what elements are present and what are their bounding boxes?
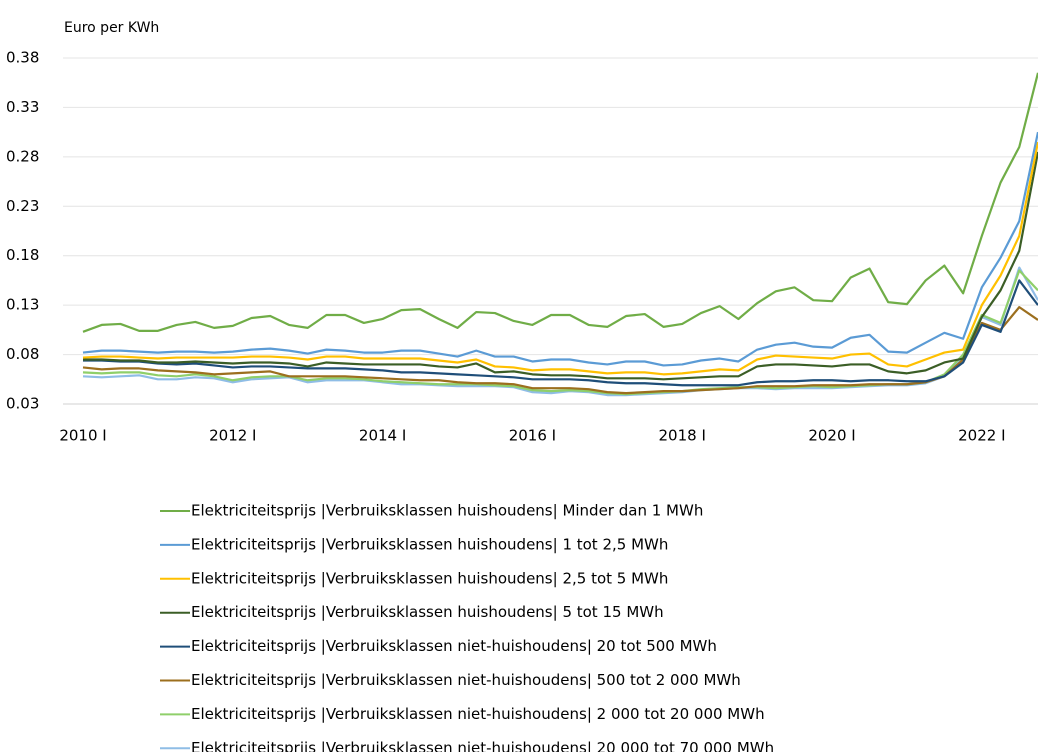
y-tick-label: 0.33 [6, 98, 39, 116]
series-line [82, 72, 1038, 333]
y-tick-label: 0.18 [6, 246, 39, 264]
x-tick-label: 2010 I [59, 427, 106, 445]
y-tick-label: 0.03 [6, 395, 39, 413]
x-tick-label: 2020 I [808, 427, 855, 445]
legend-label: Elektriciteitsprijs |Verbruiksklassen hu… [191, 569, 668, 587]
y-axis-label: Euro per KWh [64, 20, 159, 36]
x-tick-label: 2016 I [509, 427, 556, 445]
legend-label: Elektriciteitsprijs |Verbruiksklassen hu… [191, 535, 668, 553]
x-tick-label: 2014 I [359, 427, 406, 445]
x-tick-label: 2012 I [209, 427, 256, 445]
legend-label: Elektriciteitsprijs |Verbruiksklassen ni… [191, 637, 717, 655]
legend-label: Elektriciteitsprijs |Verbruiksklassen hu… [191, 502, 703, 520]
series-line [83, 279, 1038, 387]
y-tick-label: 0.23 [6, 197, 39, 215]
x-tick-label: 2022 I [958, 427, 1005, 445]
x-tick-label: 2018 I [659, 427, 706, 445]
series-line [82, 141, 1038, 376]
legend-label: Elektriciteitsprijs |Verbruiksklassen ni… [191, 705, 765, 723]
y-tick-label: 0.28 [6, 147, 39, 165]
legend-label: Elektriciteitsprijs |Verbruiksklassen ni… [191, 739, 774, 752]
series-line [83, 151, 1038, 381]
legend-label: Elektriciteitsprijs |Verbruiksklassen hu… [191, 603, 664, 621]
legend-label: Elektriciteitsprijs |Verbruiksklassen ni… [191, 671, 741, 689]
series-line [82, 131, 1038, 367]
y-tick-label: 0.38 [6, 49, 39, 67]
series-line [82, 306, 1038, 395]
y-tick-label: 0.13 [6, 296, 39, 314]
y-tick-label: 0.08 [6, 345, 39, 363]
